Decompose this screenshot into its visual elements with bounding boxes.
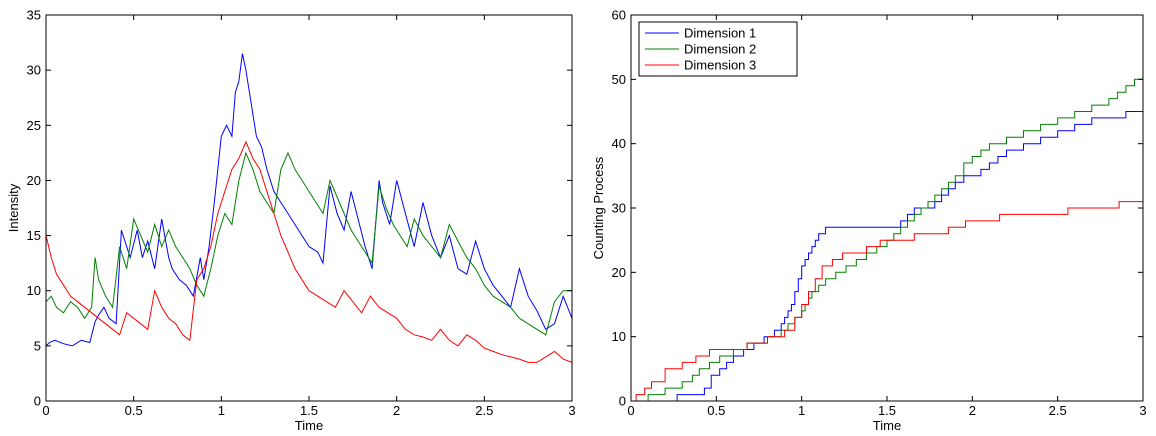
x-tick-label: 2 (969, 403, 976, 418)
x-tick-label: 2.5 (1049, 403, 1067, 418)
y-tick-label: 20 (27, 173, 41, 188)
legend-entry: Dimension 2 (684, 42, 756, 57)
x-tick-label: 0.5 (707, 403, 725, 418)
y-tick-label: 20 (612, 265, 626, 280)
plot-area (46, 15, 572, 401)
y-tick-label: 30 (27, 63, 41, 78)
y-tick-label: 40 (612, 136, 626, 151)
x-tick-label: 1 (798, 403, 805, 418)
series-line-1 (631, 111, 1143, 401)
y-tick-label: 15 (27, 228, 41, 243)
x-tick-label: 1 (218, 403, 225, 418)
y-tick-label: 50 (612, 72, 626, 87)
x-tick-label: 0 (627, 403, 634, 418)
x-tick-label: 2.5 (475, 403, 493, 418)
y-tick-label: 60 (612, 8, 626, 23)
x-tick-label: 3 (1139, 403, 1146, 418)
y-tick-label: 0 (34, 394, 41, 409)
y-tick-label: 10 (612, 329, 626, 344)
series-line-3 (631, 201, 1143, 401)
x-tick-label: 0 (42, 403, 49, 418)
y-tick-label: 25 (27, 118, 41, 133)
y-axis-label: Counting Process (591, 156, 606, 259)
x-axis-label: Time (295, 418, 323, 433)
x-tick-label: 3 (568, 403, 575, 418)
x-tick-label: 2 (393, 403, 400, 418)
y-tick-label: 35 (27, 8, 41, 23)
x-axis-label: Time (873, 418, 901, 433)
series-line-3 (46, 140, 572, 363)
y-axis-label: Intensity (6, 183, 21, 232)
series-line-1 (46, 53, 572, 347)
legend-entry: Dimension 3 (684, 58, 756, 73)
y-tick-label: 30 (612, 201, 626, 216)
x-tick-label: 1.5 (878, 403, 896, 418)
y-tick-label: 0 (619, 394, 626, 409)
y-tick-label: 5 (34, 338, 41, 353)
x-tick-label: 1.5 (300, 403, 318, 418)
y-tick-label: 10 (27, 283, 41, 298)
x-tick-label: 0.5 (125, 403, 143, 418)
legend-entry: Dimension 1 (684, 26, 756, 41)
series-line-2 (46, 151, 572, 336)
plot-area (631, 15, 1143, 401)
